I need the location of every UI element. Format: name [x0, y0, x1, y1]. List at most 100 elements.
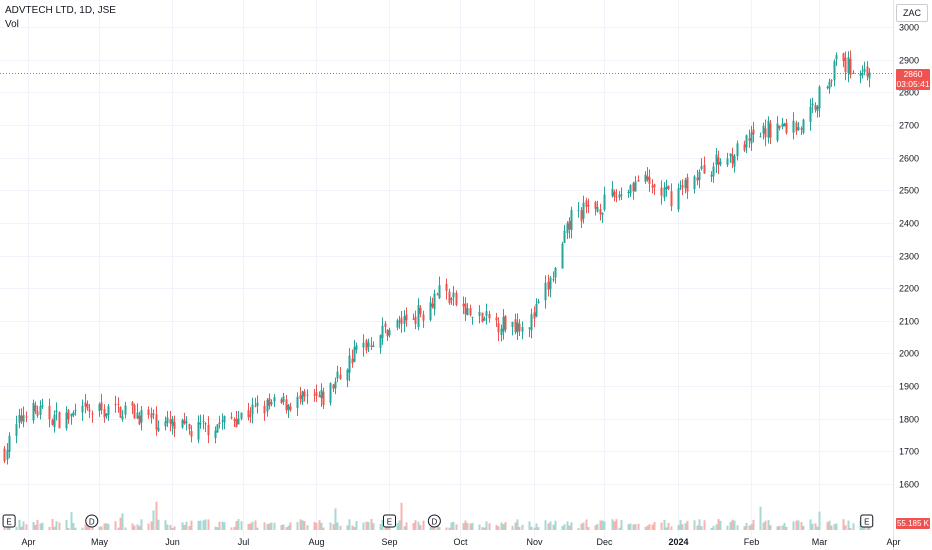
candle-body: [6, 449, 9, 460]
volume-bar: [53, 526, 56, 530]
volume-bar: [329, 522, 332, 530]
candle-body: [8, 435, 11, 452]
candle-body: [121, 416, 124, 420]
candle-body: [247, 410, 250, 418]
volume-bar: [596, 523, 599, 530]
candle-body: [214, 430, 217, 439]
volume-bar: [627, 524, 630, 530]
volume-bar: [301, 520, 304, 530]
volume-bar: [131, 523, 134, 530]
volume-bar: [100, 526, 103, 530]
candle-body: [318, 395, 321, 398]
candle-body: [22, 415, 25, 423]
candle-body: [800, 128, 803, 130]
volume-bar: [72, 522, 75, 530]
candle-body: [183, 419, 186, 424]
volume-bar: [114, 521, 117, 530]
candle-body: [859, 74, 862, 76]
volume-bar: [15, 526, 18, 530]
symbol-title[interactable]: ADVTECH LTD, 1D, JSE: [5, 5, 116, 16]
volume-bar: [802, 525, 805, 530]
volume-bar: [346, 525, 349, 530]
candle-body: [204, 423, 207, 425]
earnings-marker[interactable]: E: [2, 514, 16, 528]
price-axis-background[interactable]: [893, 0, 932, 550]
candle-body: [762, 125, 765, 134]
candle-body: [681, 185, 684, 188]
volume-bar: [698, 519, 701, 530]
volume-bar: [601, 520, 604, 530]
earnings-marker[interactable]: E: [860, 514, 874, 528]
candle-body: [384, 323, 387, 328]
candle-body: [72, 412, 75, 416]
candle-body: [464, 303, 467, 315]
candle-body: [216, 424, 219, 433]
currency-button[interactable]: ZAC: [896, 4, 928, 22]
candle-body: [320, 390, 323, 399]
candle-body: [25, 416, 28, 418]
dividend-marker[interactable]: D: [427, 514, 441, 528]
dividend-marker[interactable]: D: [85, 514, 99, 528]
candle-body: [140, 410, 143, 423]
time-tick-label: Oct: [453, 537, 468, 547]
volume-bar: [696, 525, 699, 530]
earnings-marker[interactable]: E: [382, 514, 396, 528]
time-axis-labels[interactable]: Apr May Jun Jul Aug Sep Oct Nov Dec 2024 Feb Mar Apr: [21, 537, 900, 547]
candle-body: [379, 335, 382, 348]
volume-bar: [842, 519, 845, 530]
volume-bar: [214, 526, 217, 530]
volume-bar: [65, 520, 68, 530]
volume-bar: [216, 527, 219, 530]
candle-body: [346, 369, 349, 381]
volume-bar: [594, 525, 597, 530]
volume-bar: [436, 526, 439, 530]
volume-bar: [637, 523, 640, 530]
candle-body: [251, 404, 254, 415]
candle-body: [58, 412, 61, 429]
candle-body: [452, 292, 455, 298]
volume-bar: [632, 524, 635, 530]
volume-bar: [41, 522, 44, 530]
volume-bar: [483, 527, 486, 530]
candle-body: [750, 132, 753, 144]
volume-bar: [445, 527, 448, 530]
volume-bar: [251, 521, 254, 530]
candle-body: [34, 405, 37, 412]
candle-body: [197, 421, 200, 440]
volume-bar: [781, 525, 784, 530]
candle-body: [552, 279, 555, 281]
candle-body: [613, 191, 616, 197]
price-tick-label: 1600: [899, 480, 919, 490]
volume-bar: [795, 520, 798, 530]
volume-bar: [249, 523, 252, 530]
candle-body: [537, 301, 540, 303]
volume-legend-label[interactable]: Vol: [5, 19, 19, 30]
candle-body: [547, 281, 550, 290]
candle-body: [736, 143, 739, 157]
volume-bar: [185, 521, 188, 530]
candle-body: [710, 175, 713, 177]
candle-body: [648, 177, 651, 184]
candle-body: [698, 171, 701, 180]
candle-body: [620, 194, 623, 196]
volume-bar: [348, 519, 351, 530]
candle-body: [422, 314, 425, 321]
candle-body: [221, 420, 224, 422]
candle-body: [594, 202, 597, 209]
volume-bar: [750, 524, 753, 530]
candle-body: [403, 316, 406, 324]
candle-body: [599, 208, 602, 215]
candle-body: [15, 424, 18, 436]
candle-body: [372, 346, 375, 348]
volume-bar: [386, 526, 389, 530]
svg-text:E: E: [864, 518, 869, 527]
candle-body: [419, 307, 422, 314]
volume-bar: [516, 519, 519, 530]
candle-body: [445, 283, 448, 291]
candle-body: [712, 166, 715, 177]
candle-body: [719, 161, 722, 165]
candle-body: [778, 125, 781, 129]
candle-body: [199, 423, 202, 425]
volume-bar: [783, 522, 786, 530]
